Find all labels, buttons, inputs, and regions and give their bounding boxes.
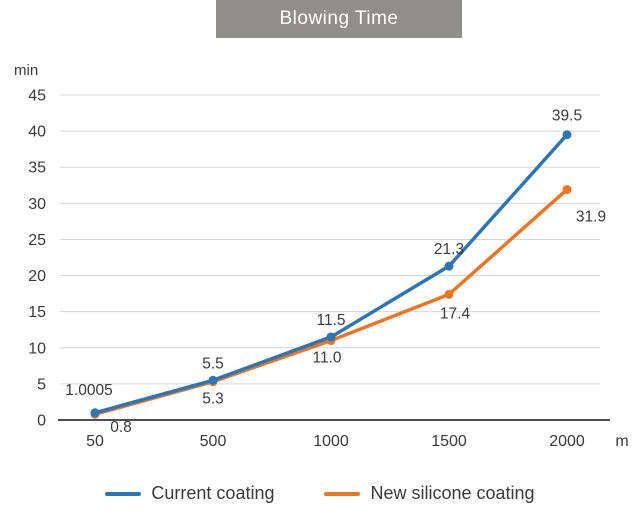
x-tick-label: 50 [86, 433, 104, 450]
y-tick-label: 5 [37, 376, 46, 393]
data-point-label-new-silicone-coating: 5.3 [202, 391, 224, 408]
y-tick-label: 0 [37, 413, 46, 430]
data-point-new-silicone-coating [562, 185, 572, 195]
legend-label-current-coating: Current coating [151, 483, 275, 503]
data-point-label-current-coating: 5.5 [202, 355, 224, 372]
y-tick-label: 10 [28, 340, 46, 357]
x-tick-label: 2000 [549, 433, 585, 450]
x-tick-label: 1000 [313, 433, 349, 450]
data-point-label-new-silicone-coating: 11.0 [312, 350, 341, 367]
x-tick-label: 500 [200, 433, 227, 450]
y-axis-unit-label: min [14, 62, 39, 79]
series-line-new-silicone-coating [93, 187, 569, 416]
legend-label-new-silicone-coating: New silicone coating [370, 483, 535, 503]
new-silicone-coating-line-swatch [324, 491, 361, 496]
data-point-label-new-silicone-coating: 31.9 [576, 209, 606, 226]
legend: Current coating New silicone coating [0, 483, 640, 504]
chart-title: Blowing Time [216, 0, 462, 38]
data-point-current-coating [444, 261, 454, 271]
y-tick-label: 20 [28, 268, 46, 285]
data-point-label-current-coating: 1.0005 [65, 382, 112, 399]
data-point-label-new-silicone-coating: 17.4 [440, 305, 471, 322]
data-point-label-new-silicone-coating: 0.8 [110, 419, 132, 436]
x-axis-unit-label: m [615, 433, 628, 450]
x-tick-label: 1500 [431, 433, 467, 450]
legend-item-current-coating: Current coating [105, 483, 274, 504]
data-point-new-silicone-coating [444, 289, 454, 299]
current-coating-line-swatch [105, 491, 142, 496]
data-point-label-current-coating: 11.5 [316, 312, 345, 329]
y-tick-label: 35 [28, 160, 46, 177]
y-tick-label: 25 [28, 232, 46, 249]
data-point-label-current-coating: 21.3 [434, 241, 464, 258]
data-point-current-coating [90, 408, 100, 418]
data-point-label-current-coating: 39.5 [552, 108, 582, 125]
y-tick-label: 15 [28, 304, 46, 321]
legend-item-new-silicone-coating: New silicone coating [324, 483, 535, 504]
y-tick-label: 30 [28, 196, 46, 213]
data-point-current-coating [562, 130, 572, 140]
line-chart: 0 5 10 15 20 25 30 35 40 45 50 500 1000 1500 2000 m 1.00… [28, 88, 628, 451]
y-tick-label: 45 [28, 88, 46, 105]
data-point-current-coating [208, 375, 218, 385]
data-point-current-coating [326, 332, 336, 342]
series-line-current-coating [93, 132, 569, 415]
y-tick-label: 40 [28, 124, 46, 141]
